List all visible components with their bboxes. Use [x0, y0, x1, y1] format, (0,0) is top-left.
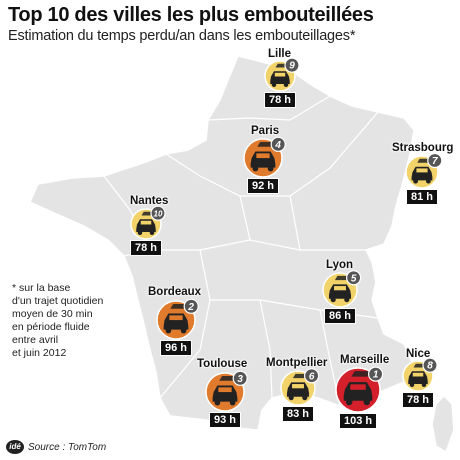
city-name-toulouse: Toulouse — [197, 358, 248, 370]
car-icon — [136, 211, 156, 235]
hours-label-lille: 78 h — [264, 92, 297, 108]
city-marker-nantes: 10 — [119, 197, 173, 251]
hours-label-nantes: 78 h — [130, 240, 163, 256]
city-bubble: 3 — [205, 370, 248, 412]
city-name-lille: Lille — [268, 48, 292, 60]
footnote-line: entre avril — [12, 334, 59, 346]
hours-label-montpellier: 83 h — [282, 406, 315, 422]
city-marker-montpellier: 6 — [269, 359, 327, 417]
footnote-line: * sur la base — [12, 282, 71, 294]
car-icon — [286, 373, 310, 401]
page-subtitle: Estimation du temps perdu/an dans les em… — [8, 28, 356, 44]
rank-badge — [284, 57, 300, 73]
footnote-line: moyen de 30 min — [12, 308, 93, 320]
car-icon — [343, 371, 373, 406]
city-marker-lille: 9 — [253, 49, 307, 103]
rank-badge — [232, 370, 248, 386]
city-bubble: 5 — [322, 270, 362, 308]
rank-badge — [367, 366, 384, 382]
rank-badge — [427, 152, 443, 169]
city-name-strasbourg: Strasbourg — [392, 142, 454, 154]
city-bubble: 7 — [405, 152, 443, 189]
hours-label-marseille: 103 h — [339, 413, 378, 429]
page-title: Top 10 des villes les plus embouteillées — [8, 4, 374, 26]
city-bubble: 2 — [156, 298, 199, 340]
footnote-line: et juin 2012 — [12, 347, 67, 359]
source-credit: Source : TomTom — [28, 442, 107, 453]
car-icon — [250, 141, 276, 172]
rank-badge — [303, 368, 320, 384]
rank-number: 6 — [309, 371, 315, 382]
city-name-bordeaux: Bordeaux — [148, 286, 202, 298]
city-marker-lyon: 5 — [311, 261, 369, 319]
city-name-nice: Nice — [406, 348, 431, 360]
rank-number: 10 — [154, 210, 163, 219]
hours-label-toulouse: 93 h — [209, 412, 242, 428]
rank-badge — [183, 298, 199, 314]
city-bubble: 6 — [280, 368, 320, 406]
hours-label-paris: 92 h — [247, 178, 280, 194]
city-marker-strasbourg: 7 — [394, 144, 450, 200]
rank-number: 5 — [351, 273, 357, 284]
rank-number: 8 — [427, 361, 433, 372]
rank-badge — [150, 205, 166, 221]
rank-badge — [345, 270, 362, 286]
publisher-logo: idé — [6, 440, 24, 454]
city-marker-bordeaux: 2 — [145, 289, 207, 351]
footnote: * sur la base d'un trajet quotidien moye… — [12, 282, 103, 360]
city-name-marseille: Marseille — [340, 354, 390, 366]
car-icon — [212, 375, 238, 406]
city-bubble: 9 — [264, 57, 300, 92]
city-name-nantes: Nantes — [130, 195, 169, 207]
city-bubble: 4 — [243, 136, 286, 178]
city-marker-paris: 4 — [232, 127, 294, 189]
footnote-line: d'un trajet quotidien — [12, 295, 104, 307]
hours-label-strasbourg: 81 h — [406, 189, 439, 205]
rank-number: 9 — [289, 61, 295, 72]
city-marker-nice: 8 — [391, 349, 445, 403]
corsica — [431, 394, 455, 454]
rank-number: 4 — [274, 140, 281, 151]
rank-number: 3 — [237, 374, 243, 385]
footnote-line: en période fluide — [12, 321, 90, 333]
rank-number: 2 — [187, 302, 194, 313]
car-icon — [163, 303, 189, 334]
city-bubble: 1 — [335, 366, 384, 413]
city-name-paris: Paris — [251, 125, 280, 137]
rank-number: 7 — [432, 156, 438, 167]
rank-badge — [270, 136, 286, 152]
city-marker-toulouse: 3 — [194, 361, 256, 423]
city-bubble: 10 — [130, 205, 166, 240]
hours-label-nice: 78 h — [402, 392, 435, 408]
city-name-lyon: Lyon — [326, 259, 354, 271]
hours-label-lyon: 86 h — [324, 308, 357, 324]
city-bubble: 8 — [402, 357, 438, 392]
rank-badge — [422, 357, 438, 373]
city-name-montpellier: Montpellier — [266, 357, 328, 369]
city-marker-marseille: 1 — [324, 356, 392, 424]
rank-number: 1 — [373, 370, 379, 381]
hours-label-bordeaux: 96 h — [160, 340, 193, 356]
